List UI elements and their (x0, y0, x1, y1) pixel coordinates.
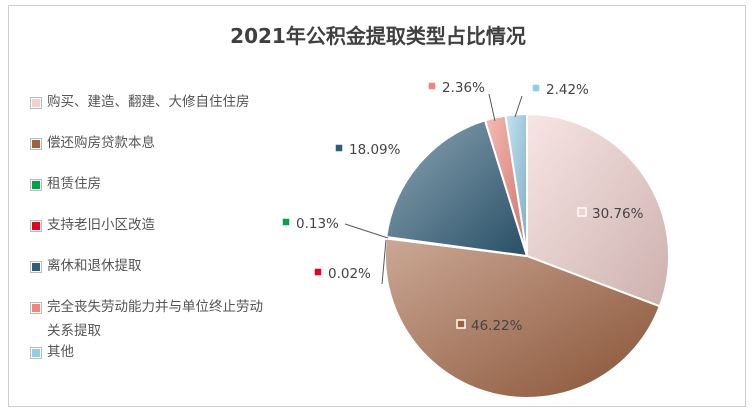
data-label: 46.22% (471, 318, 523, 334)
legend-swatch (31, 180, 41, 190)
legend-swatch (31, 348, 41, 358)
legend-label: 关系提取 (47, 323, 101, 339)
data-label-swatch (281, 217, 291, 227)
legend-label: 离休和退休提取 (47, 258, 142, 274)
leader-line (488, 93, 496, 122)
legend-swatch (31, 262, 41, 272)
legend-swatch (31, 221, 41, 231)
legend-item: 完全丧失劳动能力并与单位终止劳动 关系提取 (31, 298, 321, 340)
data-label-swatch (313, 267, 323, 277)
data-label-swatch (427, 81, 437, 91)
pie-slice (526, 112, 670, 308)
chart-title: 2021年公积金提取类型占比情况 (230, 24, 526, 48)
legend-swatch (31, 303, 41, 313)
legend-item: 支持老旧小区改造 (31, 216, 321, 234)
legend-label: 偿还购房贷款本息 (47, 135, 155, 151)
legend-label: 完全丧失劳动能力并与单位终止劳动 (47, 299, 263, 315)
legend-label: 其他 (47, 344, 74, 360)
legend-swatch (31, 139, 41, 149)
legend-label: 支持老旧小区改造 (47, 217, 155, 233)
legend-label: 租赁住房 (47, 176, 101, 192)
data-label-swatch (531, 83, 541, 93)
leader-line (514, 95, 523, 118)
legend-item: 购买、建造、翻建、大修自住住房 (31, 93, 321, 111)
data-label-swatch (577, 207, 587, 217)
data-label: 0.13% (296, 216, 339, 232)
data-label-swatch (334, 143, 344, 153)
data-label-swatch (456, 319, 466, 329)
data-label: 30.76% (592, 206, 644, 222)
data-label: 2.36% (442, 80, 485, 96)
legend-swatch (31, 98, 41, 108)
leader-line (381, 239, 387, 285)
legend-label: 购买、建造、翻建、大修自住住房 (47, 94, 250, 110)
legend-item: 其他 (31, 343, 321, 361)
data-label: 18.09% (349, 142, 401, 158)
pie-slice (385, 119, 529, 258)
pie-slice (384, 237, 662, 399)
leader-line (344, 223, 389, 239)
legend-item: 离休和退休提取 (31, 257, 321, 275)
data-label: 2.42% (546, 82, 589, 98)
legend-item: 偿还购房贷款本息 (31, 134, 321, 152)
legend: 购买、建造、翻建、大修自住住房 偿还购房贷款本息 租赁住房支持老旧小区改造 离休和退休… (31, 93, 321, 361)
legend-item: 租赁住房 (31, 175, 321, 193)
data-label: 0.02% (328, 266, 371, 282)
